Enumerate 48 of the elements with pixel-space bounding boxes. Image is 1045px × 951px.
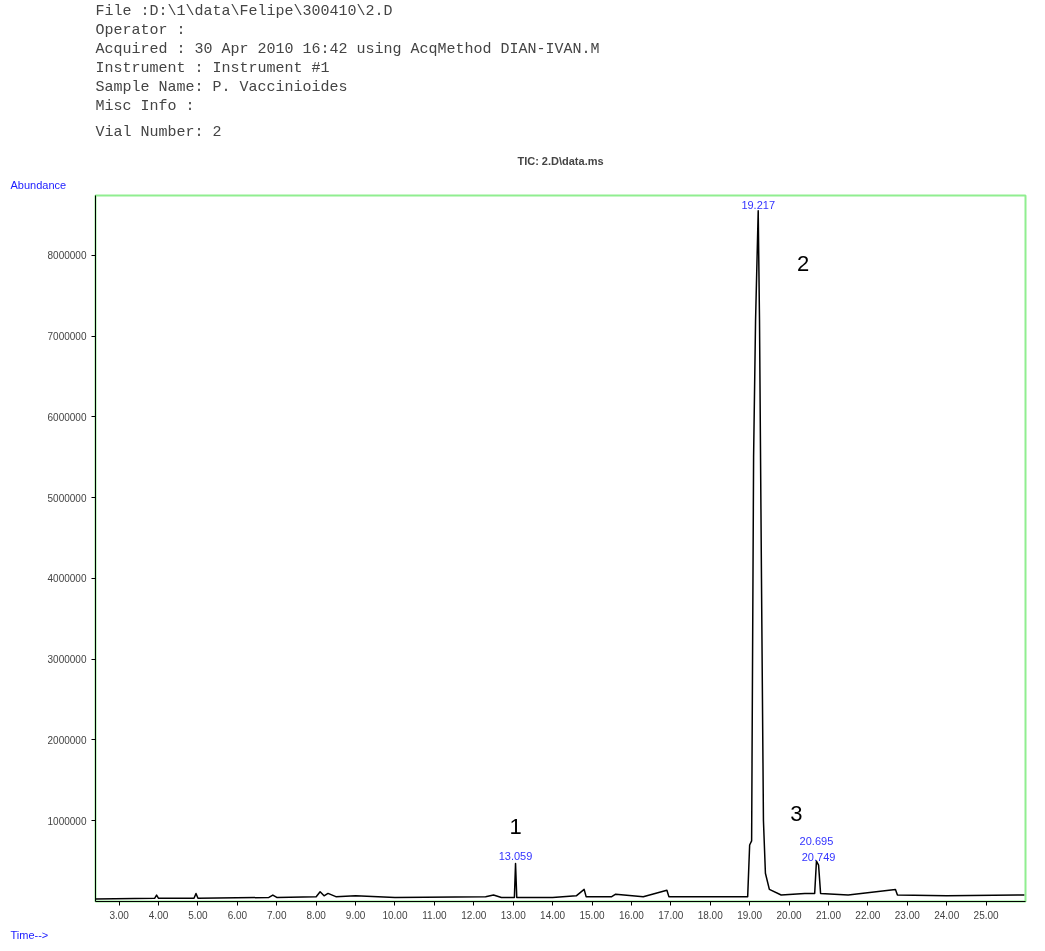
chart-title: TIC: 2.D\data.ms: [517, 154, 604, 167]
x-tick-label: 6.00: [227, 909, 248, 921]
x-tick-label: 10.00: [382, 909, 408, 921]
text: Instrument : Instrument #1: [95, 59, 330, 77]
x-tick-label: 22.00: [855, 909, 881, 921]
x-tick-label: 12.00: [461, 909, 487, 921]
annotation: 3: [790, 801, 803, 827]
annotation: 13.059: [498, 849, 533, 862]
x-tick-label: 9.00: [345, 909, 366, 921]
x-tick-label: 20.00: [776, 909, 803, 921]
x-tick-label: 11.00: [422, 909, 447, 921]
x-tick-label: 16.00: [618, 909, 645, 921]
annotation: 19.217: [741, 198, 776, 211]
x-tick-label: 17.00: [658, 909, 684, 921]
x-tick-label: 15.00: [579, 909, 605, 921]
annotation: 20.749: [801, 851, 836, 864]
annotation: 20.695: [799, 835, 834, 848]
x-tick-label: 24.00: [934, 909, 960, 921]
x-tick-label: 25.00: [973, 909, 1000, 921]
text: Sample Name: P. Vaccinioides: [95, 78, 348, 96]
x-tick-label: 14.00: [540, 909, 566, 921]
y-tick-label: 4000000: [47, 573, 87, 585]
y-tick-label: 2000000: [47, 734, 87, 746]
x-tick-label: 21.00: [815, 909, 842, 921]
text: Operator :: [95, 21, 186, 39]
x-axis-title: Time-->: [10, 928, 49, 941]
annotation: 2: [797, 250, 810, 276]
y-tick-label: 5000000: [47, 492, 87, 504]
text: File :D:\1\data\Felipe\300410\2.D: [95, 2, 393, 20]
y-tick-label: 7000000: [47, 331, 87, 343]
x-tick-label: 18.00: [697, 909, 724, 921]
x-tick-label: 13.00: [500, 909, 527, 921]
x-tick-label: 23.00: [894, 909, 921, 921]
x-tick-label: 19.00: [737, 909, 763, 921]
x-tick-label: 5.00: [188, 909, 209, 921]
y-tick-label: 6000000: [47, 411, 87, 423]
y-axis-title: Abundance: [10, 178, 67, 191]
y-tick-label: 8000000: [47, 250, 87, 262]
annotation: 1: [509, 813, 522, 839]
y-tick-label: 1000000: [47, 815, 87, 827]
text: Vial Number: 2: [95, 123, 222, 141]
x-tick-label: 8.00: [306, 909, 327, 921]
x-tick-label: 7.00: [267, 909, 287, 921]
text: Acquired : 30 Apr 2010 16:42 using AcqMethod DIAN-IVAN.M: [95, 40, 600, 58]
x-tick-label: 3.00: [109, 909, 130, 921]
x-tick-label: 4.00: [148, 909, 169, 921]
text: Misc Info :: [95, 97, 195, 115]
y-tick-label: 3000000: [47, 654, 87, 666]
